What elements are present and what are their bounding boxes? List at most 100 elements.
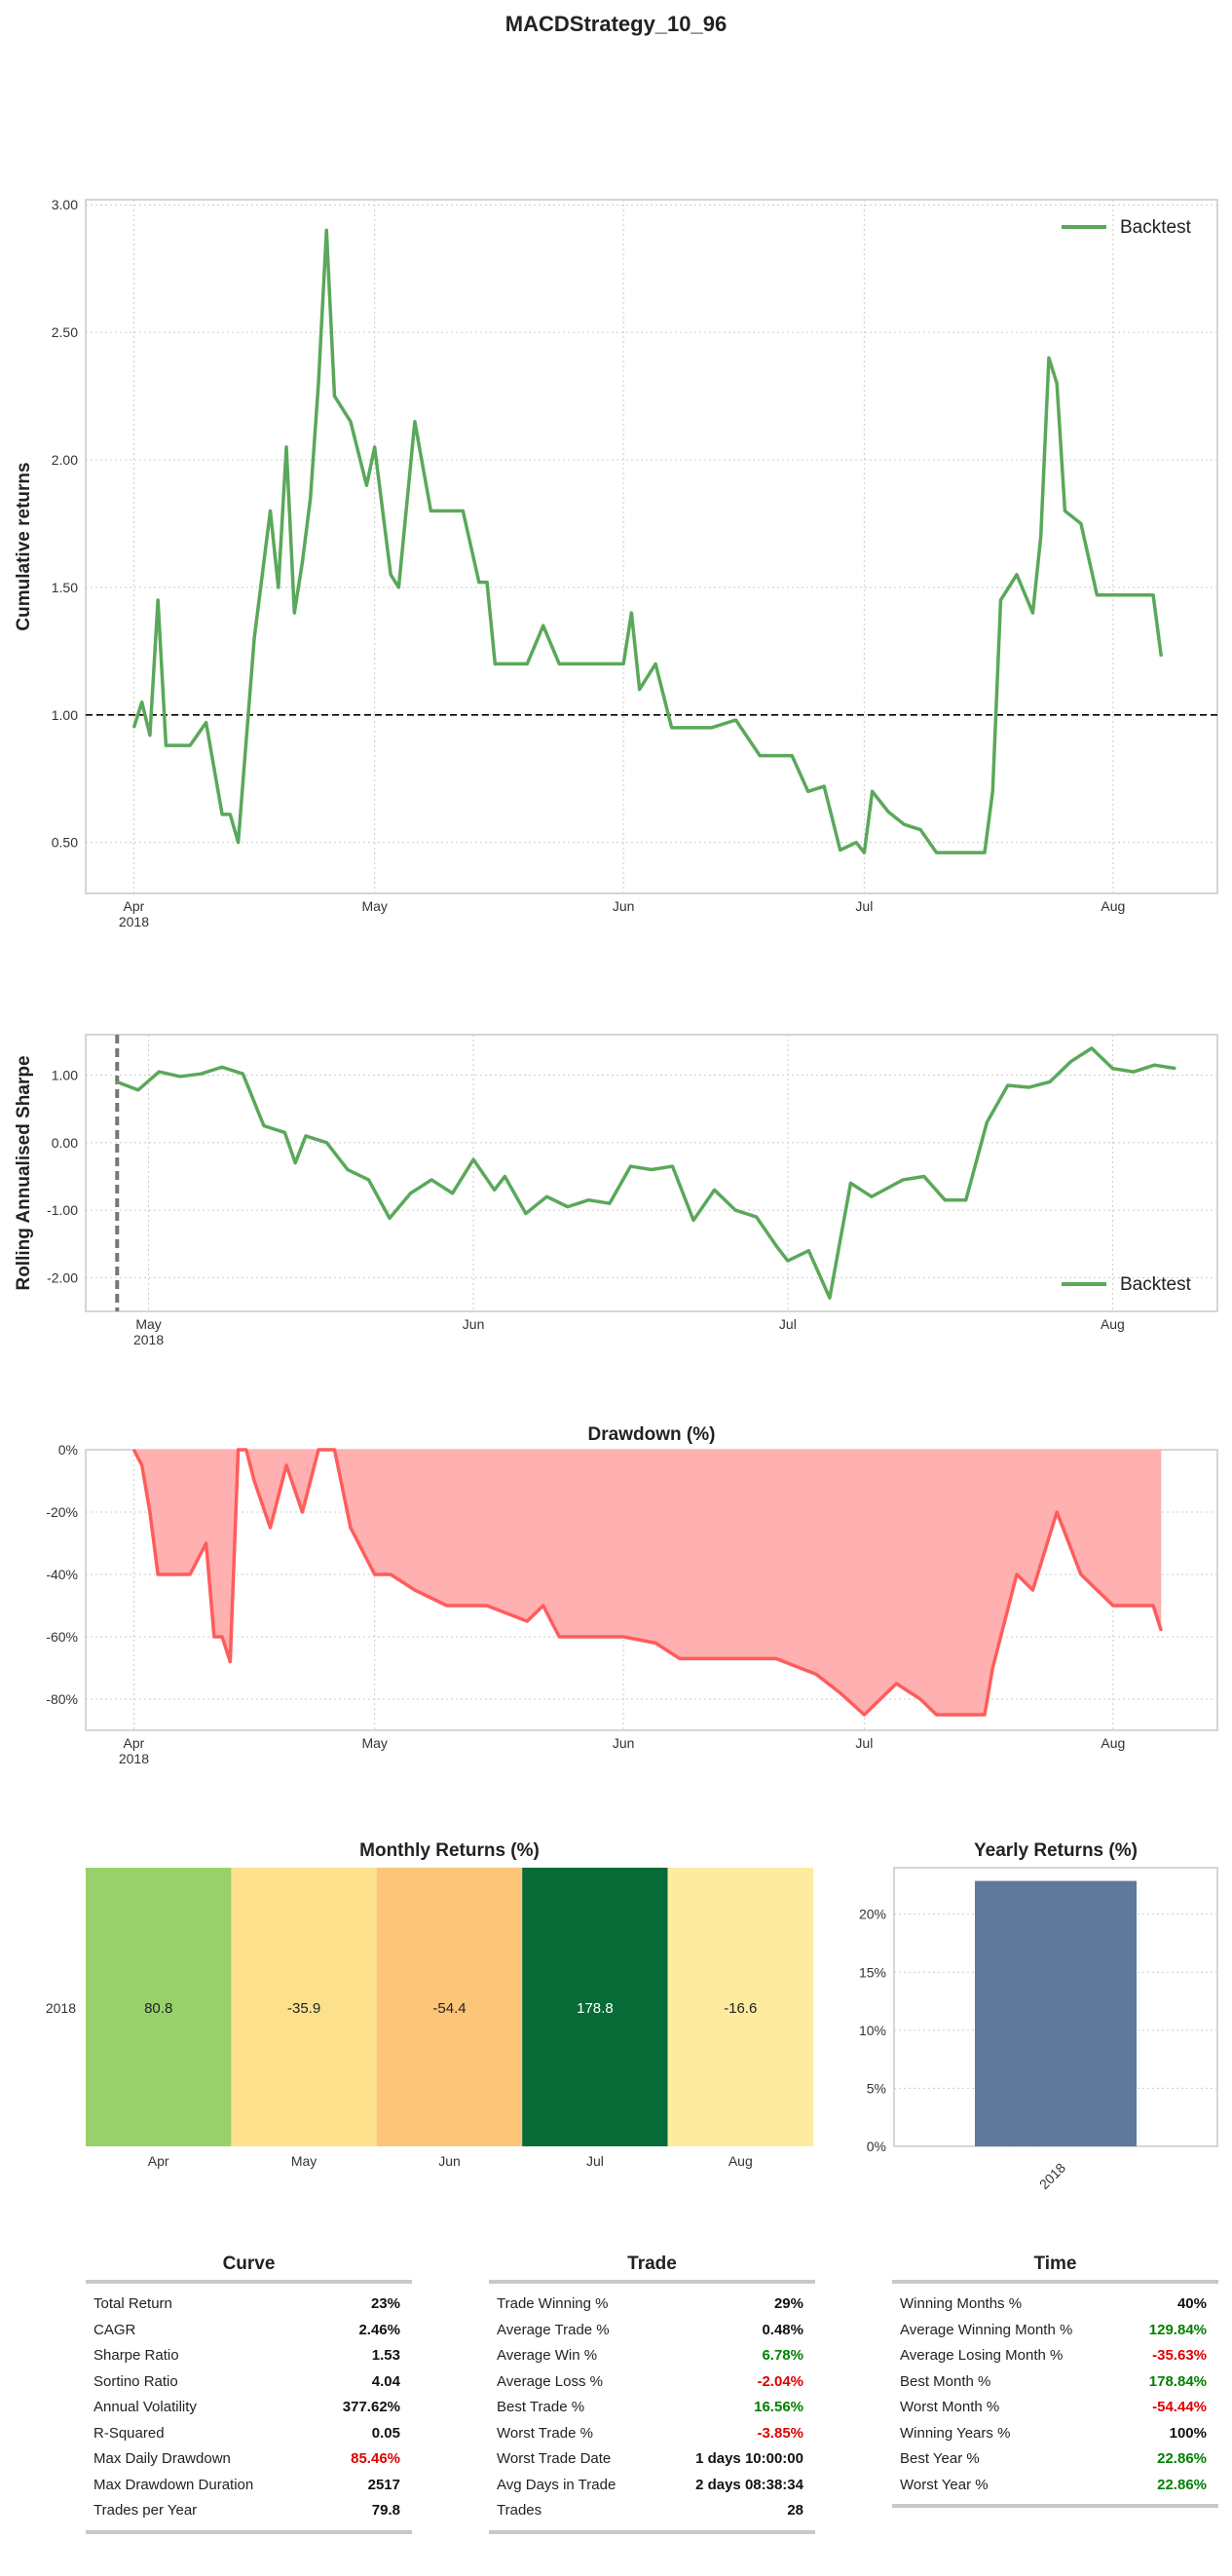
rolling_sharpe-data-point — [651, 1168, 653, 1171]
drawdown-data-point — [622, 1636, 624, 1638]
stat-label: Max Drawdown Duration — [93, 2476, 254, 2493]
yearly-y-tick: 0% — [867, 2139, 886, 2154]
time-stat-row: Best Year % 22.86% — [900, 2446, 1207, 2473]
rolling_sharpe-data-point — [567, 1205, 569, 1208]
stat-label: R-Squared — [93, 2424, 165, 2442]
stat-value: 16.56% — [754, 2399, 803, 2415]
rolling_sharpe-data-point — [409, 1192, 412, 1194]
time-stat-row: Winning Months % 40% — [900, 2292, 1207, 2318]
cumulative-data-point — [759, 754, 762, 757]
drawdown-data-point — [301, 1511, 304, 1513]
rolling_sharpe-data-point — [283, 1131, 286, 1134]
rolling_sharpe-data-point — [389, 1217, 391, 1220]
trade-stat-row: Trades 28 — [497, 2498, 803, 2524]
drawdown-data-point — [317, 1449, 319, 1451]
curve-stat-row: Sortino Ratio 4.04 — [93, 2369, 400, 2396]
rolling_sharpe-data-point — [964, 1198, 967, 1201]
monthly-returns-title: Monthly Returns (%) — [359, 1840, 540, 1861]
cumulative-data-point — [526, 663, 529, 665]
cumulative-data-point — [1064, 510, 1066, 512]
rolling_sharpe-data-point — [944, 1198, 947, 1201]
drawdown-data-point — [1016, 1573, 1018, 1575]
curve-stat-row: Trades per Year 79.8 — [93, 2498, 400, 2524]
cumulative-data-point — [365, 484, 368, 486]
cumulative-data-point — [446, 510, 448, 512]
cumulative-data-point — [711, 727, 713, 729]
cumulative-data-point — [317, 382, 319, 385]
cumulative-data-point — [903, 823, 906, 826]
rolling_sharpe-data-point — [200, 1073, 203, 1075]
time-stat-row: Winning Years % 100% — [900, 2421, 1207, 2447]
yearly-y-tick: 15% — [859, 1964, 886, 1980]
cumulative-data-point — [390, 573, 392, 576]
stat-label: Worst Year % — [900, 2476, 989, 2493]
rolling_sharpe-y-tick: 0.00 — [52, 1135, 78, 1151]
rolling_sharpe-data-point — [493, 1189, 496, 1192]
drawdown-y-tick: -40% — [46, 1567, 78, 1582]
time-stat-row: Worst Month % -54.44% — [900, 2395, 1207, 2421]
stat-label: Average Trade % — [497, 2321, 610, 2338]
time-stats-panel: Time Winning Months % 40% Average Winning … — [892, 2251, 1218, 2508]
cumulative-data-point — [839, 849, 841, 852]
drawdown-data-point — [558, 1636, 561, 1638]
cumulative-data-point — [293, 612, 296, 614]
curve-stat-row: Max Daily Drawdown 85.46% — [93, 2446, 400, 2473]
rolling_sharpe-data-point — [871, 1195, 873, 1198]
trade-stat-row: Worst Trade % -3.85% — [497, 2421, 803, 2447]
stat-label: Trades — [497, 2502, 542, 2519]
rolling_sharpe-data-point — [902, 1179, 905, 1181]
rolling_sharpe-data-point — [136, 1089, 139, 1091]
stat-value: 40% — [1176, 2295, 1207, 2312]
time-stat-row: Average Losing Month % -35.63% — [900, 2343, 1207, 2369]
stat-value: 4.04 — [371, 2372, 400, 2390]
rolling_sharpe-data-point — [430, 1179, 432, 1181]
drawdown-data-point — [984, 1714, 986, 1716]
stat-label: Total Return — [93, 2295, 172, 2312]
drawdown-data-point — [935, 1714, 938, 1716]
cumulative-x-tick: May — [361, 898, 387, 914]
cumulative-data-point — [205, 721, 207, 724]
cumulative-data-point — [350, 420, 352, 423]
drawdown-data-point — [237, 1449, 240, 1451]
cumulative-data-point — [373, 446, 376, 448]
yearly-y-tick: 10% — [859, 2023, 886, 2038]
drawdown-data-point — [1056, 1511, 1058, 1513]
rolling_sharpe-data-point — [1007, 1084, 1009, 1086]
cumulative-y-tick: 3.00 — [52, 197, 78, 212]
stat-label: Trade Winning % — [497, 2295, 609, 2312]
yearly-bar — [975, 1880, 1137, 2146]
rolling_sharpe-data-point — [1069, 1060, 1072, 1063]
time-stats-bottom-rule — [892, 2504, 1218, 2508]
stat-label: Best Year % — [900, 2450, 980, 2467]
rolling_sharpe-data-point — [347, 1168, 349, 1171]
stat-value: 2 days 08:38:34 — [695, 2476, 803, 2493]
cumulative-data-point — [237, 841, 240, 844]
cumulative-data-point — [325, 229, 328, 232]
cumulative-data-point — [622, 663, 624, 665]
rolling_sharpe-data-point — [451, 1192, 454, 1194]
rolling_sharpe-data-point — [713, 1189, 716, 1192]
cumulative-x-tick: Apr 2018 — [119, 898, 149, 929]
heatmap-value-label: 178.8 — [577, 2000, 614, 2017]
curve-stat-row: Max Drawdown Duration 2517 — [93, 2473, 400, 2499]
cumulative-data-point — [429, 510, 432, 512]
trade-stat-row: Avg Days in Trade 2 days 08:38:34 — [497, 2473, 803, 2499]
rolling_sharpe-data-point — [671, 1165, 674, 1167]
drawdown-data-point — [140, 1464, 143, 1466]
heatmap-x-tick: Jul — [586, 2153, 604, 2169]
rolling_sharpe-data-point — [325, 1142, 328, 1144]
drawdown-data-point — [839, 1691, 841, 1694]
rolling_sharpe-data-point — [755, 1216, 758, 1218]
cumulative-data-point — [630, 612, 633, 614]
rolling_sharpe-y-tick: -1.00 — [47, 1202, 78, 1218]
stat-value: 6.78% — [762, 2347, 803, 2364]
curve-stat-row: Sharpe Ratio 1.53 — [93, 2343, 400, 2369]
stat-label: Worst Month % — [900, 2399, 1000, 2415]
time-stat-row: Worst Year % 22.86% — [900, 2473, 1207, 2499]
trade-stat-row: Worst Trade Date 1 days 10:00:00 — [497, 2446, 803, 2473]
cumulative-data-point — [309, 497, 312, 500]
rolling_sharpe-data-point — [472, 1158, 474, 1160]
drawdown-data-point — [269, 1527, 272, 1529]
cumulative-data-point — [984, 852, 986, 853]
rolling_sharpe-x-tick: Jun — [463, 1316, 485, 1332]
